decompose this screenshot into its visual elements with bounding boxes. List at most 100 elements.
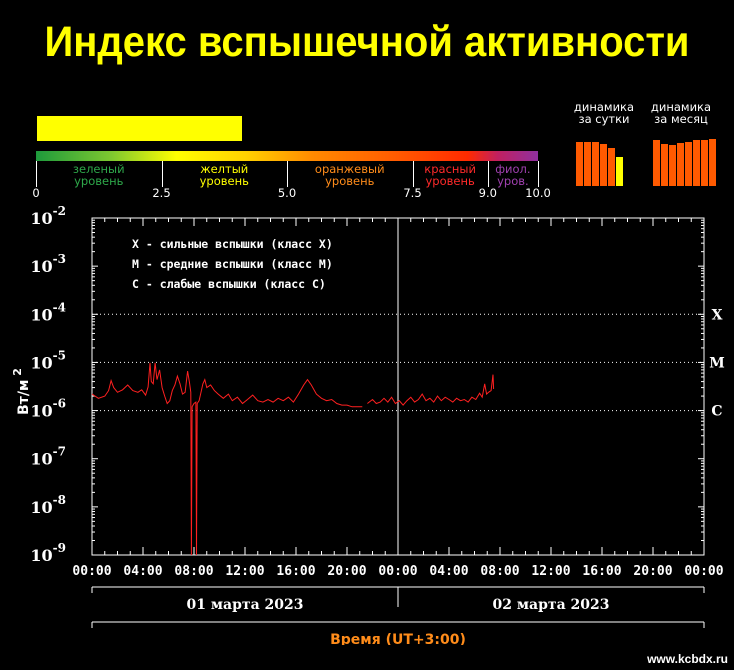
xray-flux-line	[367, 374, 495, 406]
scale-tick-label: 9.0	[478, 186, 497, 200]
dynamics-bar	[685, 142, 692, 186]
xray-flux-line	[91, 362, 363, 556]
scale-zone-line1: оранжевый	[314, 162, 385, 176]
class-label: X	[712, 307, 723, 323]
scale-tick-mark	[36, 161, 37, 187]
scale-zone-line2: уровень	[325, 174, 375, 188]
y-tick-label: 10-4	[30, 300, 66, 324]
x-tick-label: 08:00	[174, 564, 213, 579]
page-title: Индекс вспышечной активности	[44, 18, 690, 66]
x-tick-label: 20:00	[633, 564, 672, 579]
dynamics-bar	[653, 140, 660, 186]
date-label: 01 марта 2023	[187, 597, 304, 613]
y-axis-label: Вт/м 2	[11, 368, 32, 415]
scale-zone-line1: желтый	[200, 162, 249, 176]
scale-zone-line1: зеленый	[72, 162, 125, 176]
dynamics-day-label: динамика за сутки	[566, 101, 642, 125]
dynamics-bar	[584, 142, 591, 186]
y-tick-base: 10	[30, 450, 52, 469]
y-axis-label-text: Вт/м	[16, 380, 32, 415]
y-tick-base: 10	[30, 546, 52, 565]
scale-tick-label: 10.0	[525, 186, 551, 200]
scale-tick-label: 5.0	[277, 186, 297, 200]
x-tick-label: 20:00	[327, 564, 366, 579]
y-tick-exponent: -8	[53, 493, 66, 507]
y-tick-base: 10	[30, 209, 52, 228]
scale-zone-line2: уровень	[74, 174, 124, 188]
y-tick-base: 10	[30, 498, 52, 517]
y-tick-label: 10-9	[30, 541, 66, 565]
dynamics-bar	[608, 148, 615, 186]
x-tick-label: 08:00	[480, 564, 519, 579]
scale-zone-label: зеленый уровень	[36, 163, 162, 187]
scale-tick-label: 7.5	[403, 186, 422, 200]
scale-zone-line1: красный	[424, 162, 476, 176]
x-tick-label: 16:00	[276, 564, 315, 579]
scale-zone-line2: уровень	[425, 174, 475, 188]
dynamics-bar	[669, 145, 676, 186]
y-tick-base: 10	[30, 402, 52, 421]
legend-entry: C - слабые вспышки (класс С)	[132, 277, 326, 291]
x-tick-label: 04:00	[429, 564, 468, 579]
x-tick-label: 04:00	[123, 564, 162, 579]
x-tick-label: 00:00	[684, 564, 723, 579]
dynamics-day-line2: за сутки	[578, 112, 630, 126]
dynamics-bar	[592, 142, 599, 186]
scale-zone-line2: уровень	[199, 174, 249, 188]
dynamics-month-line2: за месяц	[654, 112, 708, 126]
dynamics-bar	[701, 140, 708, 186]
legend-entry: X - сильные вспышки (класс X)	[132, 237, 333, 251]
y-tick-label: 10-2	[30, 205, 66, 228]
date-label: 02 марта 2023	[493, 597, 610, 613]
x-axis-label: Время (UT+3:00)	[330, 632, 466, 645]
scale-zone-line2: уров.	[497, 174, 529, 188]
class-label: C	[711, 404, 722, 420]
y-tick-exponent: -6	[53, 397, 66, 411]
scale-tick-label: 0	[32, 186, 40, 200]
x-tick-label: 12:00	[225, 564, 264, 579]
y-tick-label: 10-3	[30, 252, 66, 276]
x-tick-label: 16:00	[582, 564, 621, 579]
watermark: www.kcbdx.ru	[647, 652, 728, 666]
x-tick-label: 00:00	[378, 564, 417, 579]
y-tick-exponent: -4	[53, 300, 66, 314]
legend-entry: M - средние вспышки (класс M)	[132, 257, 333, 271]
flare-flux-chart: XMC10-210-310-410-510-610-710-810-9Вт/м …	[11, 205, 725, 645]
y-tick-label: 10-5	[30, 348, 66, 372]
dynamics-bar	[600, 144, 607, 186]
y-tick-exponent: -5	[53, 348, 66, 362]
dynamics-bar	[677, 143, 684, 186]
scale-tick-mark	[287, 161, 288, 187]
y-tick-exponent: -9	[53, 541, 66, 555]
y-tick-exponent: -3	[53, 252, 66, 266]
class-label: M	[709, 355, 725, 371]
y-tick-label: 10-8	[30, 493, 66, 517]
scale-zone-line1: фиол.	[495, 162, 531, 176]
y-tick-base: 10	[30, 257, 52, 276]
dynamics-bar	[709, 139, 716, 186]
y-tick-label: 10-6	[30, 397, 66, 421]
scale-zone-label: оранжевый уровень	[287, 163, 413, 187]
scale-tick-label: 2.5	[152, 186, 171, 200]
scale-tick-mark	[161, 161, 163, 187]
dynamics-bar	[576, 142, 583, 186]
x-tick-label: 12:00	[531, 564, 570, 579]
scale-tick-mark	[412, 161, 414, 187]
activity-scale-gradient	[36, 151, 538, 161]
y-tick-base: 10	[30, 305, 52, 324]
y-tick-exponent: -2	[53, 205, 66, 218]
scale-zone-label: желтый уровень	[162, 163, 288, 187]
y-tick-base: 10	[30, 353, 52, 372]
y-tick-label: 10-7	[30, 445, 66, 469]
dynamics-day-line1: динамика	[573, 100, 635, 114]
scale-zone-label: красный уровень	[413, 163, 488, 187]
dynamics-month-line1: динамика	[650, 100, 712, 114]
dynamics-month-label: динамика за месяц	[643, 101, 719, 125]
scale-zone-label: фиол. уров.	[488, 163, 538, 187]
dynamics-bar	[616, 157, 623, 186]
dynamics-month-bars	[653, 136, 716, 186]
x-tick-label: 00:00	[72, 564, 111, 579]
y-axis-label-sup: 2	[11, 368, 24, 379]
scale-tick-mark	[538, 161, 539, 187]
scale-tick-mark	[487, 161, 489, 187]
